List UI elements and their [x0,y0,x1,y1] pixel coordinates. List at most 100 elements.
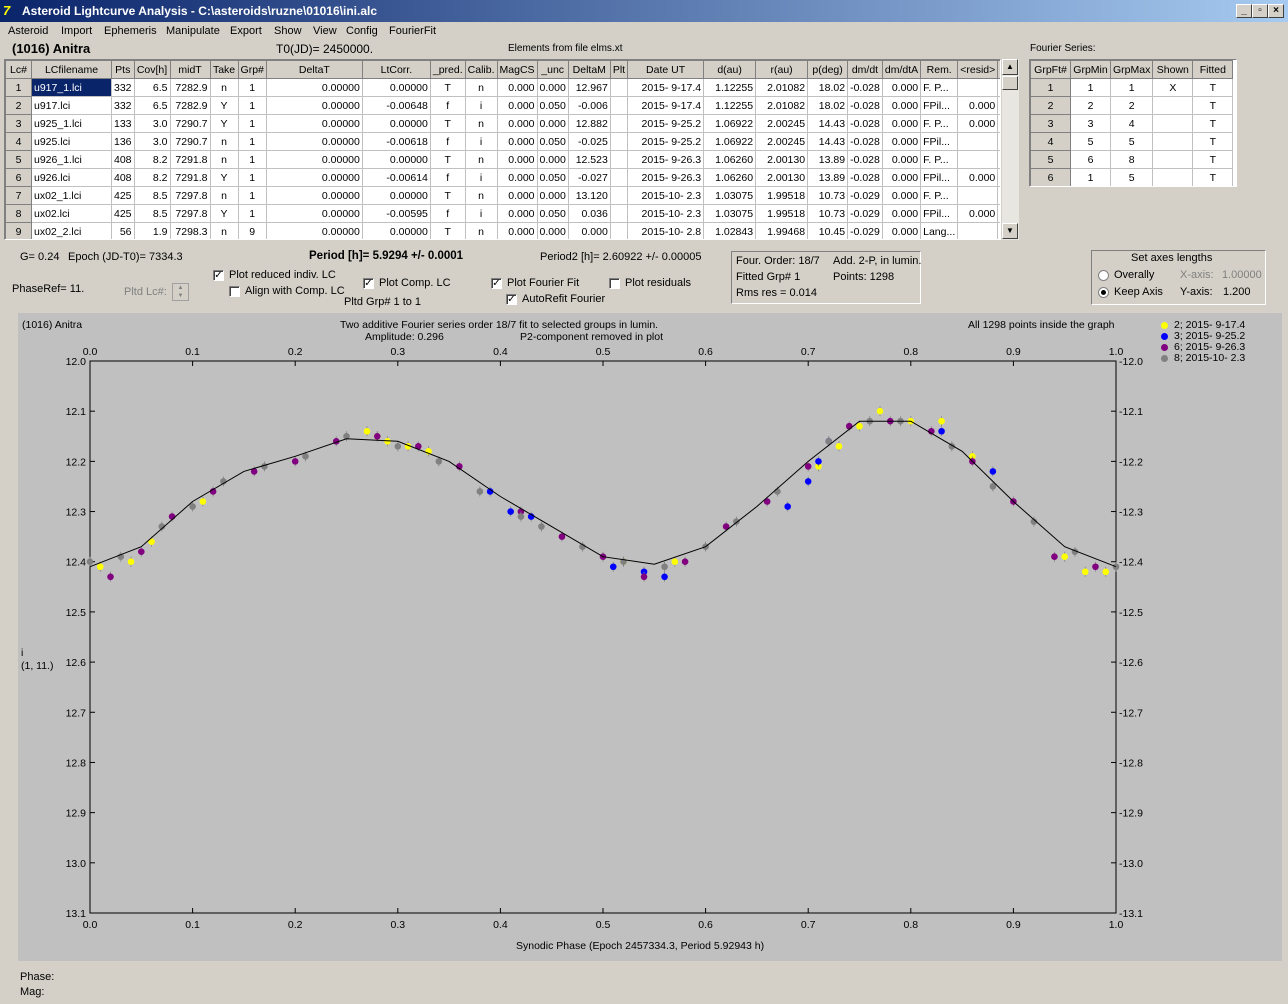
lightcurve-chart[interactable]: 0.0 0.0 0.1 0.1 0.2 0.2 0.3 0.3 0.4 0.4 0.5 0.5 0.6 0… [18,313,1282,961]
lc-col-header[interactable]: <resid> [957,60,999,79]
lc-table-cell[interactable]: -0.025 [567,132,611,151]
fourier-table-cell[interactable]: 5 [1109,168,1154,186]
lc-table-cell[interactable] [957,132,999,151]
menu-view[interactable]: View [313,25,337,37]
fourier-col-header[interactable]: GrpFt# [1030,60,1071,79]
lc-table-cell[interactable]: 2015- 9-26.3 [627,168,705,187]
lc-table-cell[interactable]: 2.00130 [755,150,809,169]
lc-table-cell[interactable]: 2.00130 [755,168,809,187]
lc-table-cell[interactable]: FPil... [920,168,959,187]
fourier-table-cell[interactable] [1152,168,1194,186]
lc-table-cell[interactable]: u917_1.lci [31,78,112,97]
lc-table-cell[interactable]: 6.5 [133,78,171,97]
lc-table-cell[interactable]: Y [209,204,239,223]
menu-manipulate[interactable]: Manipulate [166,25,220,37]
lc-table-cell[interactable] [957,222,999,239]
lc-table-cell[interactable]: -0.029 [847,186,883,205]
lc-table-cell[interactable]: 1.12255 [703,96,757,115]
fourier-table-cell[interactable]: 2 [1109,96,1154,115]
lc-col-header[interactable]: LCfilename [31,60,112,79]
lc-table-cell[interactable]: 0.050 [536,96,569,115]
lc-table-cell[interactable]: 12.882 [567,114,611,133]
lc-table-cell[interactable]: 2 [5,96,32,115]
lc-table-cell[interactable]: n [209,222,239,239]
lc-table-cell[interactable]: 2015-10- 2.3 [627,204,705,223]
lc-col-header[interactable]: DeltaT [265,60,363,79]
plot-fourier-checkbox[interactable]: ✓ Plot Fourier Fit [491,277,580,289]
lc-table-cell[interactable]: u917.lci [31,96,112,115]
lc-table-cell[interactable]: F. P... [920,150,959,169]
lc-table-cell[interactable]: 1 [237,204,267,223]
lc-table-cell[interactable]: 2015- 9-25.2 [627,132,705,151]
fourier-table-cell[interactable]: 3 [1070,114,1111,133]
lc-table-cell[interactable]: 0.00000 [265,186,363,205]
fourier-table-cell[interactable]: 2 [1070,96,1111,115]
lc-table-cell[interactable]: 0.000 [496,168,538,187]
lc-table-cell[interactable] [997,150,1000,169]
lc-table-cell[interactable]: 2015- 9-25.2 [627,114,705,133]
lc-table-cell[interactable]: 7298.3 [169,222,211,239]
lc-col-header[interactable]: MagCS [496,60,538,79]
lc-table-cell[interactable]: 2.00245 [755,132,809,151]
lc-table-cell[interactable]: n [209,150,239,169]
fourier-table-cell[interactable]: 6 [1070,150,1111,169]
pltd-lc-spinner[interactable]: ▲ ▼ [172,283,189,301]
keep-axis-radio[interactable]: Keep Axis [1098,286,1163,298]
yaxis-input[interactable]: 1.200 [1223,286,1251,298]
lc-table-cell[interactable]: 6.5 [133,96,171,115]
lc-table-cell[interactable]: n [464,222,498,239]
lc-table-cell[interactable]: 2015- 9-17.4 [627,96,705,115]
lc-table-cell[interactable]: -0.028 [847,114,883,133]
lc-table-cell[interactable]: u926.lci [31,168,112,187]
overally-radio[interactable]: Overally [1098,269,1154,281]
lc-table-scrollbar[interactable]: ▲ ▼ [1002,59,1019,240]
lc-table-cell[interactable]: 1.03075 [703,186,757,205]
lc-table-cell[interactable] [609,96,629,115]
lc-table-cell[interactable]: 0.000 [567,222,611,239]
fourier-table-cell[interactable]: X [1152,78,1194,97]
lc-table-cell[interactable]: FPil... [920,132,959,151]
lc-table-cell[interactable] [997,222,1000,239]
lc-table-cell[interactable]: 8.5 [133,204,171,223]
lc-table-cell[interactable]: F. P... [920,186,959,205]
lc-table-cell[interactable]: 0.000 [496,222,538,239]
lc-col-header[interactable]: midT [169,60,211,79]
lc-table-cell[interactable]: u925.lci [31,132,112,151]
lc-table-cell[interactable]: 1 [237,150,267,169]
fourier-table-cell[interactable]: T [1192,150,1234,169]
lc-table-row[interactable]: 8 ux02.lci 425 8.5 7297.8 Y 1 0.00000 -0.00595 f i… [5,204,1000,223]
lc-table-cell[interactable]: 0.036 [567,204,611,223]
lc-table-cell[interactable]: 425 [111,186,135,205]
lc-table-cell[interactable] [609,150,629,169]
minimize-button[interactable]: _ [1236,4,1252,18]
lc-table-cell[interactable]: 1 [237,168,267,187]
lc-table-cell[interactable]: i [464,204,498,223]
lc-table-cell[interactable]: 0.00000 [361,114,431,133]
lc-table-cell[interactable]: 8.5 [133,186,171,205]
lc-table-cell[interactable]: 0.000 [496,132,538,151]
lc-table-cell[interactable]: n [464,150,498,169]
lc-table-cell[interactable]: 0.000 [957,204,999,223]
fourier-table-cell[interactable]: 5 [1030,150,1071,169]
lc-table-cell[interactable]: 7291.8 [169,150,211,169]
lc-table-cell[interactable]: i [464,96,498,115]
lc-table-cell[interactable]: 0.000 [496,150,538,169]
lc-table-cell[interactable]: T [429,114,466,133]
lc-table-cell[interactable]: 0.000 [536,186,569,205]
lc-col-header[interactable]: Pts [111,60,135,79]
lc-table-cell[interactable]: 0.050 [536,168,569,187]
lc-table-cell[interactable]: -0.029 [847,204,883,223]
fourier-table-cell[interactable]: 1 [1070,78,1111,97]
lc-table-cell[interactable]: 0.000 [881,168,922,187]
fourier-table-cell[interactable]: T [1192,132,1234,151]
lc-table-cell[interactable]: 0.016 [997,114,1000,133]
lc-col-header[interactable]: Lc# [5,60,32,79]
lc-table-cell[interactable]: 408 [111,150,135,169]
lc-col-header[interactable]: Calib. [464,60,498,79]
lc-col-header[interactable]: dm/dtA [881,60,922,79]
lc-table-cell[interactable]: 14.43 [807,132,849,151]
fourier-table-cell[interactable]: 4 [1109,114,1154,133]
